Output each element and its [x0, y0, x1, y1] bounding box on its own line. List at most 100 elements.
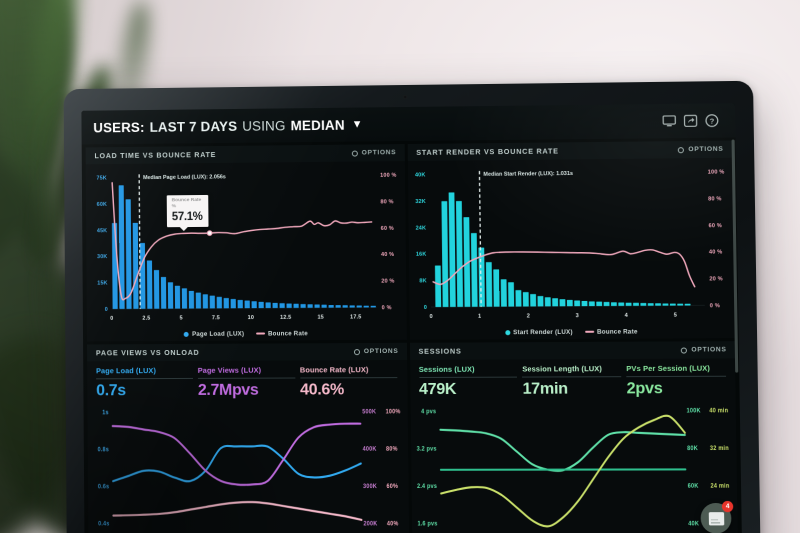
svg-text:3.2 pvs: 3.2 pvs [416, 446, 436, 453]
svg-text:40K: 40K [414, 172, 425, 178]
chart-page-views[interactable]: 1s 0.8s 0.6s 0.4s 500K 400K 300K 200K 100% 80% 60%… [87, 399, 408, 533]
title-users: USERS: [93, 119, 145, 135]
chevron-down-icon[interactable]: ▼ [351, 118, 363, 131]
svg-text:32K: 32K [415, 199, 426, 205]
svg-text:12.5: 12.5 [280, 315, 291, 321]
svg-text:40 %: 40 % [381, 252, 394, 258]
svg-text:0: 0 [423, 305, 426, 311]
svg-text:2.4 pvs: 2.4 pvs [417, 484, 437, 491]
options-button[interactable]: OPTIONS [353, 347, 399, 356]
kpi-bounce-rate[interactable]: Bounce Rate (LUX) 40.6% [300, 365, 398, 400]
tooltip-value: 57.1% [171, 211, 203, 224]
svg-text:400K: 400K [363, 446, 377, 453]
svg-text:7.5: 7.5 [212, 315, 220, 321]
svg-text:15: 15 [317, 314, 323, 320]
kpi-row: Sessions (LUX) 479K Session Length (LUX)… [410, 358, 736, 399]
share-icon[interactable] [683, 114, 697, 128]
kpi-value: 40.6% [300, 381, 345, 399]
svg-text:0: 0 [429, 314, 432, 320]
svg-text:300K: 300K [363, 484, 377, 491]
header-icon-group: ? [662, 113, 725, 128]
help-icon[interactable]: ? [705, 113, 719, 127]
svg-text:40 min: 40 min [709, 408, 728, 415]
page-title[interactable]: USERS: LAST 7 DAYS USING MEDIAN ▼ [93, 117, 363, 135]
kpi-divider [626, 375, 727, 378]
svg-text:0.8s: 0.8s [98, 447, 110, 454]
svg-text:16K: 16K [415, 252, 426, 258]
options-button[interactable]: OPTIONS [678, 146, 724, 154]
legend-item[interactable]: Start Render (LUX) [505, 328, 573, 336]
panel-header: PAGE VIEWS VS ONLOAD OPTIONS [87, 342, 407, 362]
chart-load-time[interactable]: 0 15K 30K 45K 60K 75K 0 % 20 % 40 % 60 % 80 % 100 %… [86, 161, 407, 328]
kpi-label: Session Length (LUX) [522, 364, 603, 374]
svg-text:40K: 40K [688, 521, 699, 528]
svg-text:15K: 15K [97, 281, 107, 287]
laptop-device: USERS: LAST 7 DAYS USING MEDIAN ▼ [63, 80, 761, 533]
svg-text:8K: 8K [419, 278, 426, 284]
svg-text:4: 4 [624, 313, 627, 319]
svg-text:100K: 100K [686, 408, 701, 415]
svg-text:500K: 500K [362, 409, 376, 416]
legend-item[interactable]: Bounce Rate [584, 328, 638, 335]
kpi-page-views[interactable]: Page Views (LUX) 2.7Mpvs [198, 365, 296, 399]
svg-text:0 %: 0 % [382, 305, 392, 311]
chart-legend: Page Load (LUX) Bounce Rate [87, 327, 407, 342]
svg-text:Median Page Load (LUX): 2.056s: Median Page Load (LUX): 2.056s [143, 174, 226, 181]
svg-text:17.5: 17.5 [350, 314, 361, 320]
svg-text:45K: 45K [97, 228, 107, 234]
panel-load-time: LOAD TIME VS BOUNCE RATE OPTIONS 0 15K 30K… [85, 144, 407, 342]
kpi-session-length[interactable]: Session Length (LUX) 17min [522, 364, 622, 399]
svg-text:100%: 100% [386, 409, 401, 416]
svg-text:1: 1 [478, 313, 481, 319]
kpi-divider [96, 377, 193, 380]
kpi-divider [522, 376, 622, 378]
kpi-value: 2pvs [626, 380, 663, 398]
tooltip-sublabel: % [171, 204, 177, 210]
svg-text:?: ? [710, 116, 715, 125]
svg-text:24K: 24K [415, 225, 426, 231]
gear-icon [351, 150, 358, 157]
svg-text:1s: 1s [102, 410, 109, 417]
options-button[interactable]: OPTIONS [681, 346, 727, 354]
kpi-page-load[interactable]: Page Load (LUX) 0.7s [96, 366, 193, 400]
svg-text:0: 0 [105, 307, 108, 313]
svg-text:24 min: 24 min [710, 483, 729, 490]
kpi-value: 0.7s [96, 382, 126, 400]
panel-sessions: SESSIONS OPTIONS Sessions (LUX) 479K [409, 341, 738, 533]
legend-label: Bounce Rate [267, 329, 308, 337]
legend-item[interactable]: Page Load (LUX) [184, 330, 244, 337]
options-label: OPTIONS [363, 347, 399, 356]
kpi-divider [197, 377, 296, 379]
svg-text:200K: 200K [363, 521, 377, 528]
svg-text:30K: 30K [97, 254, 107, 260]
kpi-label: Page Load (LUX) [96, 366, 156, 376]
options-button[interactable]: OPTIONS [351, 149, 396, 157]
title-metric: MEDIAN [290, 117, 345, 133]
legend-line-icon [256, 332, 266, 335]
chart-start-render[interactable]: 0 8K 16K 24K 32K 40K 0 % 20 % 40 % 60 % 80 % 100 % 0… [407, 158, 734, 327]
panel-header: SESSIONS OPTIONS [409, 341, 735, 360]
laptop-screen: USERS: LAST 7 DAYS USING MEDIAN ▼ [81, 103, 742, 533]
title-range: LAST 7 DAYS [149, 118, 238, 135]
svg-text:80K: 80K [687, 446, 698, 453]
chart-sessions[interactable]: 4 pvs 3.2 pvs 2.4 pvs 1.6 pvs 100K 80K 60K 40K 4… [410, 398, 738, 533]
desktop-icon[interactable] [662, 114, 676, 128]
panel-title: START RENDER VS BOUNCE RATE [416, 146, 559, 157]
svg-text:80 %: 80 % [380, 199, 393, 205]
legend-line-icon [584, 330, 594, 333]
chat-widget[interactable]: 4 [700, 500, 734, 533]
kpi-pvs-per-session[interactable]: PVs Per Session (LUX) 2pvs [626, 364, 727, 399]
svg-text:4 pvs: 4 pvs [421, 409, 436, 416]
kpi-label: Sessions (LUX) [418, 364, 475, 374]
svg-text:0: 0 [110, 316, 113, 322]
legend-item[interactable]: Bounce Rate [256, 330, 308, 337]
kpi-value: 479K [418, 380, 457, 399]
kpi-label: Bounce Rate (LUX) [299, 365, 369, 375]
kpi-divider [299, 377, 398, 379]
svg-text:0.6s: 0.6s [98, 484, 110, 491]
kpi-sessions[interactable]: Sessions (LUX) 479K [419, 364, 518, 399]
webcam-icon [403, 94, 408, 100]
svg-text:40 %: 40 % [708, 250, 722, 256]
svg-text:5: 5 [180, 315, 183, 321]
